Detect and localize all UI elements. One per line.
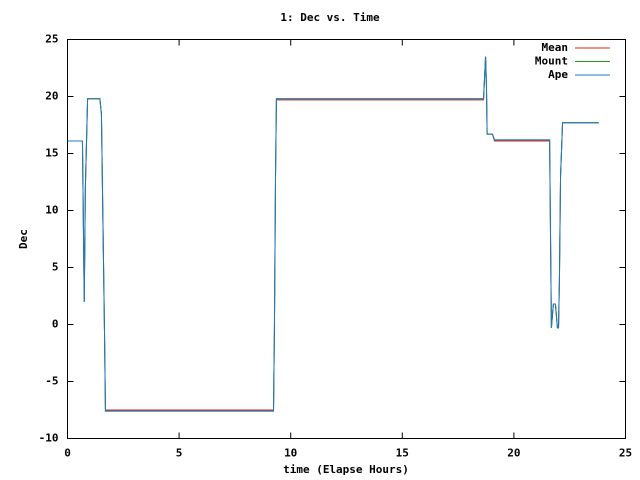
y-tick-label: 0 [52,318,59,331]
x-tick-label: 20 [507,447,520,460]
x-tick-label: 15 [396,447,409,460]
y-tick-label: 25 [45,33,58,46]
y-tick-label: 10 [45,204,58,217]
x-tick-label: 0 [64,447,71,460]
data-line [67,56,599,412]
y-tick-label: 5 [52,261,59,274]
y-tick-label: 20 [45,90,58,103]
x-tick-label: 5 [176,447,183,460]
legend-label: Mount [535,55,568,68]
y-axis-label: Dec [17,229,30,249]
y-tick-label: 15 [45,147,58,160]
y-tick-label: -5 [45,375,58,388]
x-tick-label: 10 [284,447,297,460]
legend-label: Mean [542,41,569,54]
legend-label: Ape [548,68,568,81]
plot-frame [67,39,626,439]
y-tick-label: -10 [39,432,59,445]
x-tick-label: 25 [619,447,632,460]
chart-title: 1: Dec vs. Time [280,11,380,24]
x-axis-label: time (Elapse Hours) [283,463,409,476]
